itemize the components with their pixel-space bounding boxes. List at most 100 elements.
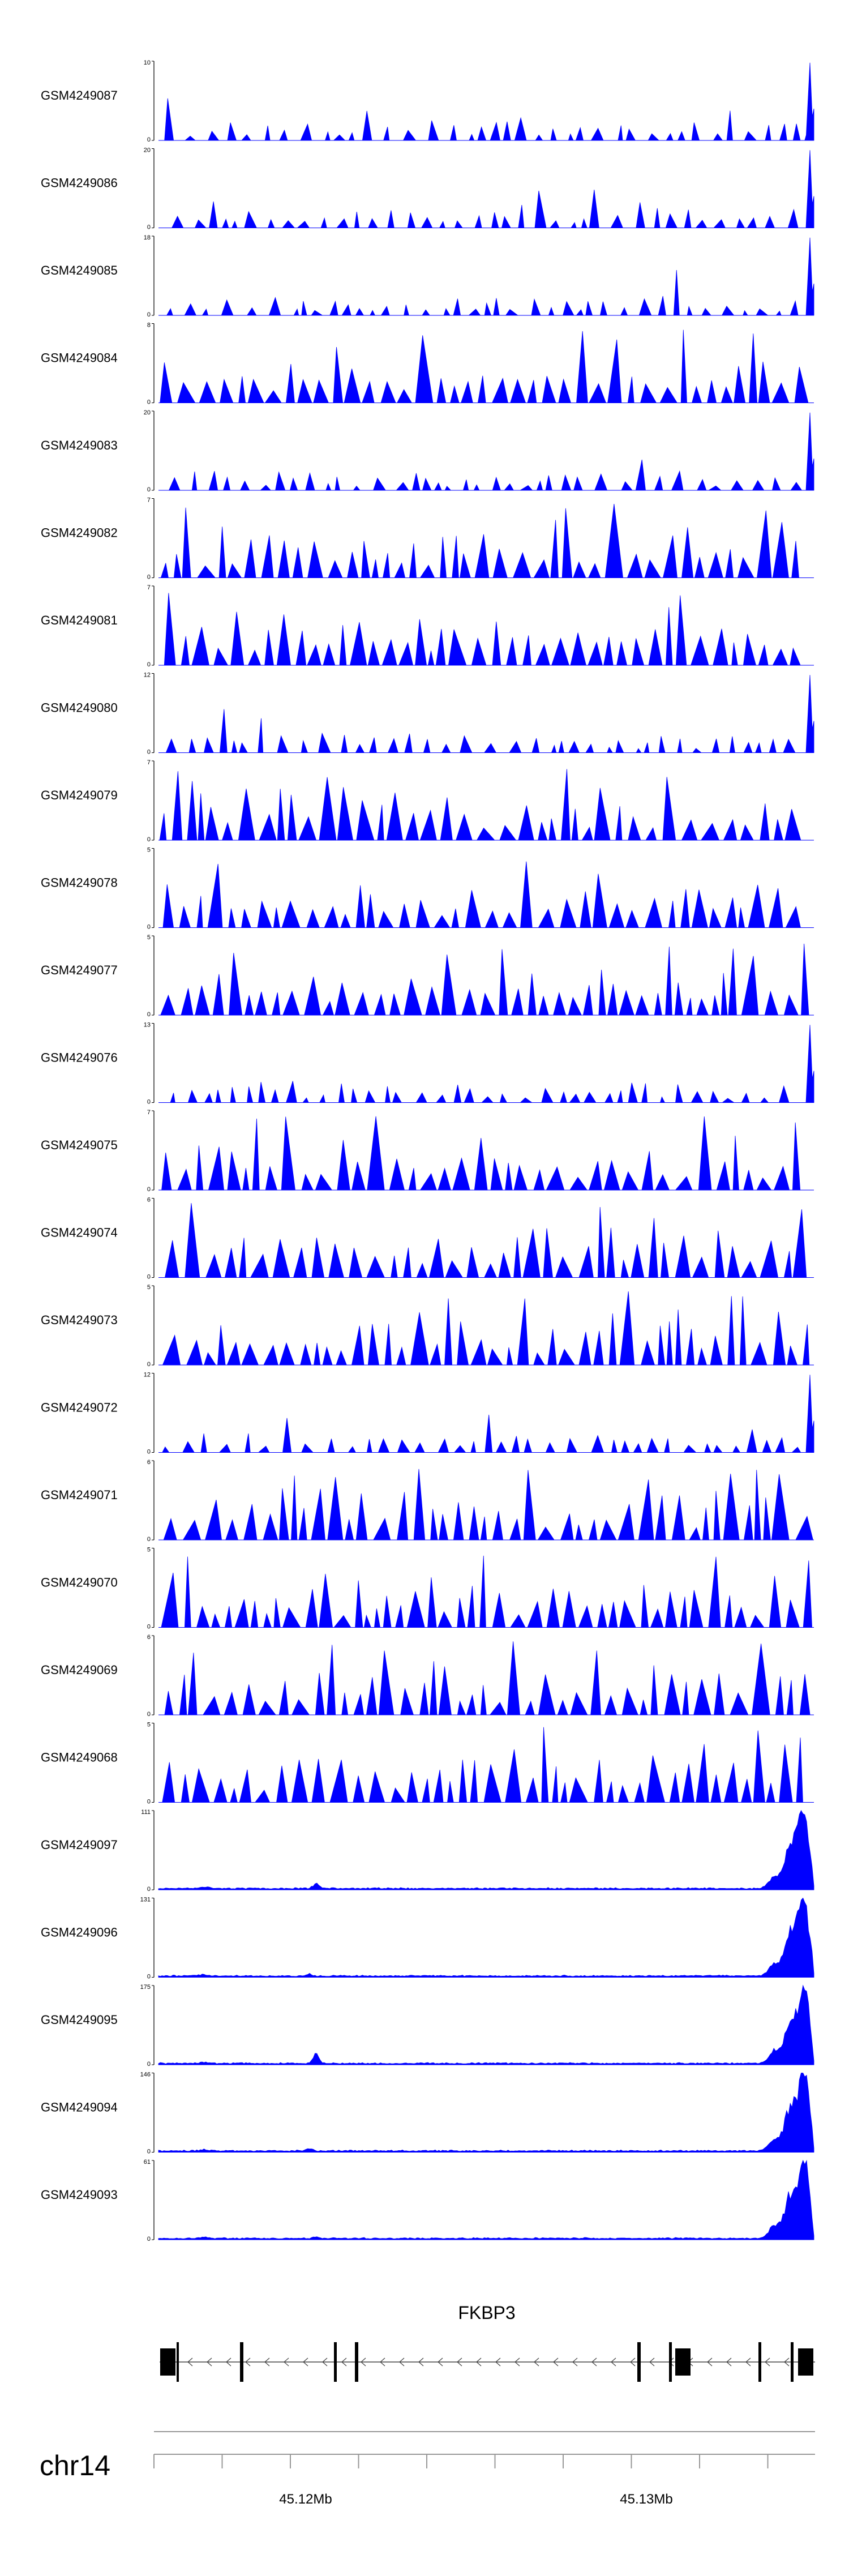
track-label: GSM4249095: [41, 2013, 118, 2027]
gene-name: FKBP3: [458, 2303, 515, 2323]
coverage-area: [158, 593, 814, 666]
y-max-label: 20: [144, 147, 151, 154]
track-GSM4249079: GSM4249079 7 0: [41, 759, 814, 843]
exon: [240, 2342, 243, 2382]
y-min-label: 0: [147, 836, 151, 843]
track-label: GSM4249096: [41, 1925, 118, 1940]
y-max-label: 10: [144, 59, 151, 66]
exon: [177, 2342, 179, 2382]
coverage-area: [158, 2159, 814, 2240]
track-label: GSM4249069: [41, 1663, 118, 1677]
y-max-label: 12: [144, 1372, 151, 1379]
coverage-area: [158, 1203, 814, 1278]
track-GSM4249078: GSM4249078 5 0: [41, 847, 814, 931]
track-GSM4249087: GSM4249087 10 0: [41, 59, 814, 143]
coverage-area: [158, 150, 814, 228]
strand-arrow: [245, 2357, 251, 2367]
y-max-label: 5: [147, 1722, 151, 1728]
coverage-area: [158, 1116, 814, 1191]
y-min-label: 0: [147, 1624, 151, 1631]
y-min-label: 0: [147, 1536, 151, 1543]
track-GSM4249082: GSM4249082 7 0: [41, 497, 814, 581]
track-GSM4249096: GSM4249096 131 0: [41, 1897, 814, 1980]
y-min-label: 0: [147, 2149, 151, 2155]
y-max-label: 6: [147, 1459, 151, 1466]
strand-arrow: [649, 2357, 655, 2367]
track-label: GSM4249085: [41, 263, 118, 277]
exon: [675, 2348, 691, 2376]
coverage-area: [158, 1641, 814, 1715]
y-min-label: 0: [147, 1099, 151, 1106]
coverage-area: [158, 1375, 814, 1453]
strand-arrow: [418, 2357, 424, 2367]
track-label: GSM4249093: [41, 2188, 118, 2202]
track-label: GSM4249082: [41, 526, 118, 540]
strand-arrow: [630, 2357, 636, 2367]
y-max-label: 5: [147, 934, 151, 941]
exon: [791, 2342, 794, 2382]
exon: [160, 2348, 175, 2376]
track-GSM4249074: GSM4249074 6 0: [41, 1197, 814, 1281]
strand-arrow: [726, 2357, 732, 2367]
track-label: GSM4249077: [41, 963, 118, 977]
y-max-label: 20: [144, 409, 151, 416]
y-min-label: 0: [147, 224, 151, 231]
coverage-area: [158, 1984, 814, 2065]
track-GSM4249080: GSM4249080 12 0: [41, 672, 814, 756]
strand-arrow: [784, 2357, 790, 2367]
coverage-tracks: GSM4249087100GSM4249086200GSM4249085180G…: [41, 59, 814, 2243]
y-min-label: 0: [147, 1274, 151, 1281]
track-GSM4249077: GSM4249077 5 0: [41, 934, 814, 1018]
y-max-label: 7: [147, 584, 151, 591]
track-GSM4249068: GSM4249068 5 0: [41, 1722, 814, 1805]
coverage-area: [158, 1469, 814, 1541]
chromosome-label: chr14: [40, 2450, 110, 2481]
y-min-label: 0: [147, 1449, 151, 1456]
strand-arrow: [361, 2357, 366, 2367]
track-label: GSM4249073: [41, 1313, 118, 1327]
coverage-area: [158, 1727, 814, 1803]
track-label: GSM4249075: [41, 1138, 118, 1152]
strand-arrow: [303, 2357, 308, 2367]
y-max-label: 12: [144, 672, 151, 679]
y-max-label: 7: [147, 497, 151, 504]
coverage-area: [158, 237, 814, 316]
y-min-label: 0: [147, 1711, 151, 1718]
track-label: GSM4249087: [41, 88, 118, 102]
track-label: GSM4249070: [41, 1576, 118, 1590]
strand-arrow: [264, 2357, 270, 2367]
strand-arrow: [438, 2357, 443, 2367]
track-label: GSM4249078: [41, 876, 118, 890]
track-label: GSM4249086: [41, 176, 118, 190]
strand-arrow: [534, 2357, 539, 2367]
y-max-label: 5: [147, 847, 151, 854]
track-GSM4249073: GSM4249073 5 0: [41, 1284, 814, 1368]
y-min-label: 0: [147, 749, 151, 756]
y-max-label: 146: [140, 2072, 151, 2078]
y-max-label: 61: [144, 2159, 151, 2166]
gene-model: [160, 2342, 815, 2382]
strand-arrow: [514, 2357, 520, 2367]
track-GSM4249095: GSM4249095 175 0: [41, 1984, 814, 2068]
coverage-area: [158, 330, 814, 403]
track-GSM4249085: GSM4249085 18 0: [41, 234, 814, 318]
strand-arrow: [572, 2357, 578, 2367]
coverage-area: [158, 769, 814, 841]
track-label: GSM4249094: [41, 2100, 118, 2115]
strand-arrow: [591, 2357, 597, 2367]
track-label: GSM4249081: [41, 613, 118, 627]
y-min-label: 0: [147, 574, 151, 581]
track-label: GSM4249076: [41, 1051, 118, 1065]
axis-ticks: [153, 2454, 769, 2468]
coverage-area: [158, 2073, 814, 2153]
strand-arrow: [553, 2357, 559, 2367]
track-GSM4249083: GSM4249083 20 0: [41, 409, 814, 493]
strand-arrow: [765, 2357, 770, 2367]
y-min-label: 0: [147, 1799, 151, 1805]
track-GSM4249072: GSM4249072 12 0: [41, 1372, 814, 1456]
strand-arrow: [322, 2357, 328, 2367]
y-min-label: 0: [147, 1886, 151, 1893]
track-GSM4249071: GSM4249071 6 0: [41, 1459, 814, 1543]
track-GSM4249076: GSM4249076 13 0: [41, 1022, 814, 1106]
y-max-label: 13: [144, 1022, 151, 1029]
